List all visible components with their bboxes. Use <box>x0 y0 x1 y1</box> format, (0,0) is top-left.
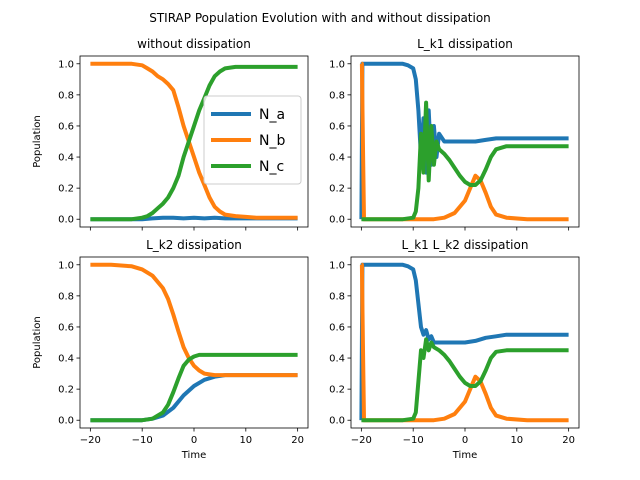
y-tick-label: 1.0 <box>58 260 74 271</box>
legend-label-n-b: N_b <box>259 133 285 149</box>
series-line-n-c <box>90 64 298 222</box>
series-line-n-c <box>90 352 298 423</box>
x-tick-label: 10 <box>239 435 252 446</box>
y-tick-label: 1.0 <box>329 260 345 271</box>
series-group <box>359 61 569 222</box>
legend-label-n-a: N_a <box>259 107 285 123</box>
y-tick-label: 1.0 <box>58 59 74 70</box>
panel-title: L_k1 L_k2 dissipation <box>402 238 529 252</box>
x-tick-label: 0 <box>462 435 468 446</box>
panel-2: 0.0 0.2 0.4 0.6 0.8 1.0 L_k1 dissipation <box>329 37 580 231</box>
y-tick-label: 0.0 <box>329 215 345 226</box>
legend: N_a N_b N_c <box>203 95 302 185</box>
figure-suptitle: STIRAP Population Evolution with and wit… <box>149 11 491 25</box>
y-tick-label: 0.2 <box>58 385 74 396</box>
x-tick-label: 10 <box>510 435 523 446</box>
panels-container: 0.0 0.2 0.4 0.6 0.8 1.0 without dissipation Pop… <box>32 37 580 461</box>
panel-title: without dissipation <box>137 37 251 51</box>
y-tick-label: 0.8 <box>58 291 74 302</box>
series-group <box>359 262 569 423</box>
x-tick-label: 20 <box>562 435 575 446</box>
y-tick-label: 1.0 <box>329 59 345 70</box>
legend-frame <box>203 95 302 185</box>
series-line-n-c <box>360 337 569 423</box>
y-tick-label: 0.0 <box>58 215 74 226</box>
y-tick-label: 0.8 <box>329 90 345 101</box>
panel-title: L_k2 dissipation <box>146 238 242 252</box>
series-line-n-a <box>359 61 569 220</box>
series-line-n-a <box>359 262 569 421</box>
x-tick-label: 20 <box>291 435 304 446</box>
y-axis-label: Population <box>32 115 43 168</box>
y-tick-label: 0.8 <box>58 90 74 101</box>
panel-1: 0.0 0.2 0.4 0.6 0.8 1.0 without dissipation Pop… <box>32 37 309 231</box>
series-group <box>90 61 298 222</box>
panel-3: 0.0 0.2 0.4 0.6 0.8 1.0 −20 −10 0 10 20 L_k2 dissip… <box>32 238 309 461</box>
y-tick-label: 0.2 <box>58 184 74 195</box>
y-tick-label: 0.0 <box>58 416 74 427</box>
y-tick-label: 0.6 <box>58 121 74 132</box>
x-axis-label: Time <box>452 450 477 461</box>
y-tick-label: 0.4 <box>329 354 345 365</box>
x-axis-label: Time <box>181 450 206 461</box>
y-tick-label: 0.6 <box>329 121 345 132</box>
x-tick-label: −20 <box>80 435 101 446</box>
y-tick-label: 0.2 <box>329 385 345 396</box>
x-tick-label: −20 <box>351 435 372 446</box>
y-tick-label: 0.4 <box>58 153 74 164</box>
y-tick-label: 0.8 <box>329 291 345 302</box>
series-group <box>90 262 298 423</box>
x-tick-label: −10 <box>403 435 424 446</box>
series-line-n-c <box>360 100 569 222</box>
y-tick-label: 0.0 <box>329 416 345 427</box>
x-tick-label: 0 <box>191 435 197 446</box>
y-tick-label: 0.2 <box>329 184 345 195</box>
series-line-n-b <box>90 262 298 378</box>
x-tick-label: −10 <box>132 435 153 446</box>
y-tick-label: 0.6 <box>329 322 345 333</box>
panel-4: 0.0 0.2 0.4 0.6 0.8 1.0 −20 −10 0 10 20 L_k1 L_k2 d… <box>329 238 580 461</box>
y-tick-label: 0.4 <box>58 354 74 365</box>
y-tick-label: 0.4 <box>329 153 345 164</box>
y-tick-label: 0.6 <box>58 322 74 333</box>
y-axis-label: Population <box>32 316 43 369</box>
panel-title: L_k1 dissipation <box>417 37 513 51</box>
legend-label-n-c: N_c <box>259 159 284 175</box>
